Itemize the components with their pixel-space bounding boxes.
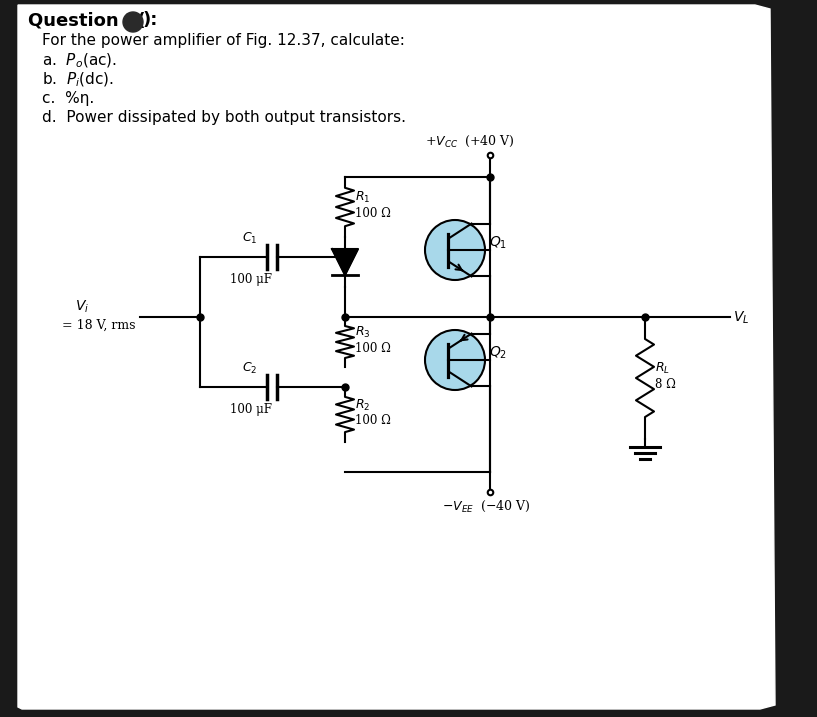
Text: $V_i$: $V_i$ xyxy=(75,299,89,315)
Text: 100 μF: 100 μF xyxy=(230,273,273,286)
Text: a.  $P_o$(ac).: a. $P_o$(ac). xyxy=(42,52,117,70)
Text: ):: ): xyxy=(143,11,158,29)
Text: b.  $P_i$(dc).: b. $P_i$(dc). xyxy=(42,70,114,89)
Circle shape xyxy=(425,330,485,390)
Text: $R_L$: $R_L$ xyxy=(655,361,670,376)
Text: For the power amplifier of Fig. 12.37, calculate:: For the power amplifier of Fig. 12.37, c… xyxy=(42,33,405,48)
Circle shape xyxy=(425,220,485,280)
Text: Question 3(: Question 3( xyxy=(28,11,145,29)
Text: $-V_{EE}$  (−40 V): $-V_{EE}$ (−40 V) xyxy=(442,499,530,514)
Text: $C_1$: $C_1$ xyxy=(243,231,258,246)
Text: d.  Power dissipated by both output transistors.: d. Power dissipated by both output trans… xyxy=(42,110,406,125)
Text: 100 Ω: 100 Ω xyxy=(355,342,391,355)
Text: $C_2$: $C_2$ xyxy=(243,361,258,376)
Text: c.  %η.: c. %η. xyxy=(42,91,94,106)
Circle shape xyxy=(123,12,143,32)
Text: 8 Ω: 8 Ω xyxy=(655,378,676,391)
Text: $V_L$: $V_L$ xyxy=(733,310,749,326)
Text: 100 Ω: 100 Ω xyxy=(355,207,391,220)
Text: 100 Ω: 100 Ω xyxy=(355,414,391,427)
Text: $Q_1$: $Q_1$ xyxy=(489,235,507,252)
Text: 100 μF: 100 μF xyxy=(230,403,273,416)
Text: +$V_{CC}$  (+40 V): +$V_{CC}$ (+40 V) xyxy=(425,134,515,149)
Polygon shape xyxy=(332,249,358,275)
Text: $R_2$: $R_2$ xyxy=(355,397,370,412)
Text: $R_3$: $R_3$ xyxy=(355,325,371,340)
Text: $Q_2$: $Q_2$ xyxy=(489,345,507,361)
Polygon shape xyxy=(18,5,775,709)
Text: = 18 V, rms: = 18 V, rms xyxy=(62,319,136,332)
Text: $R_1$: $R_1$ xyxy=(355,190,370,205)
